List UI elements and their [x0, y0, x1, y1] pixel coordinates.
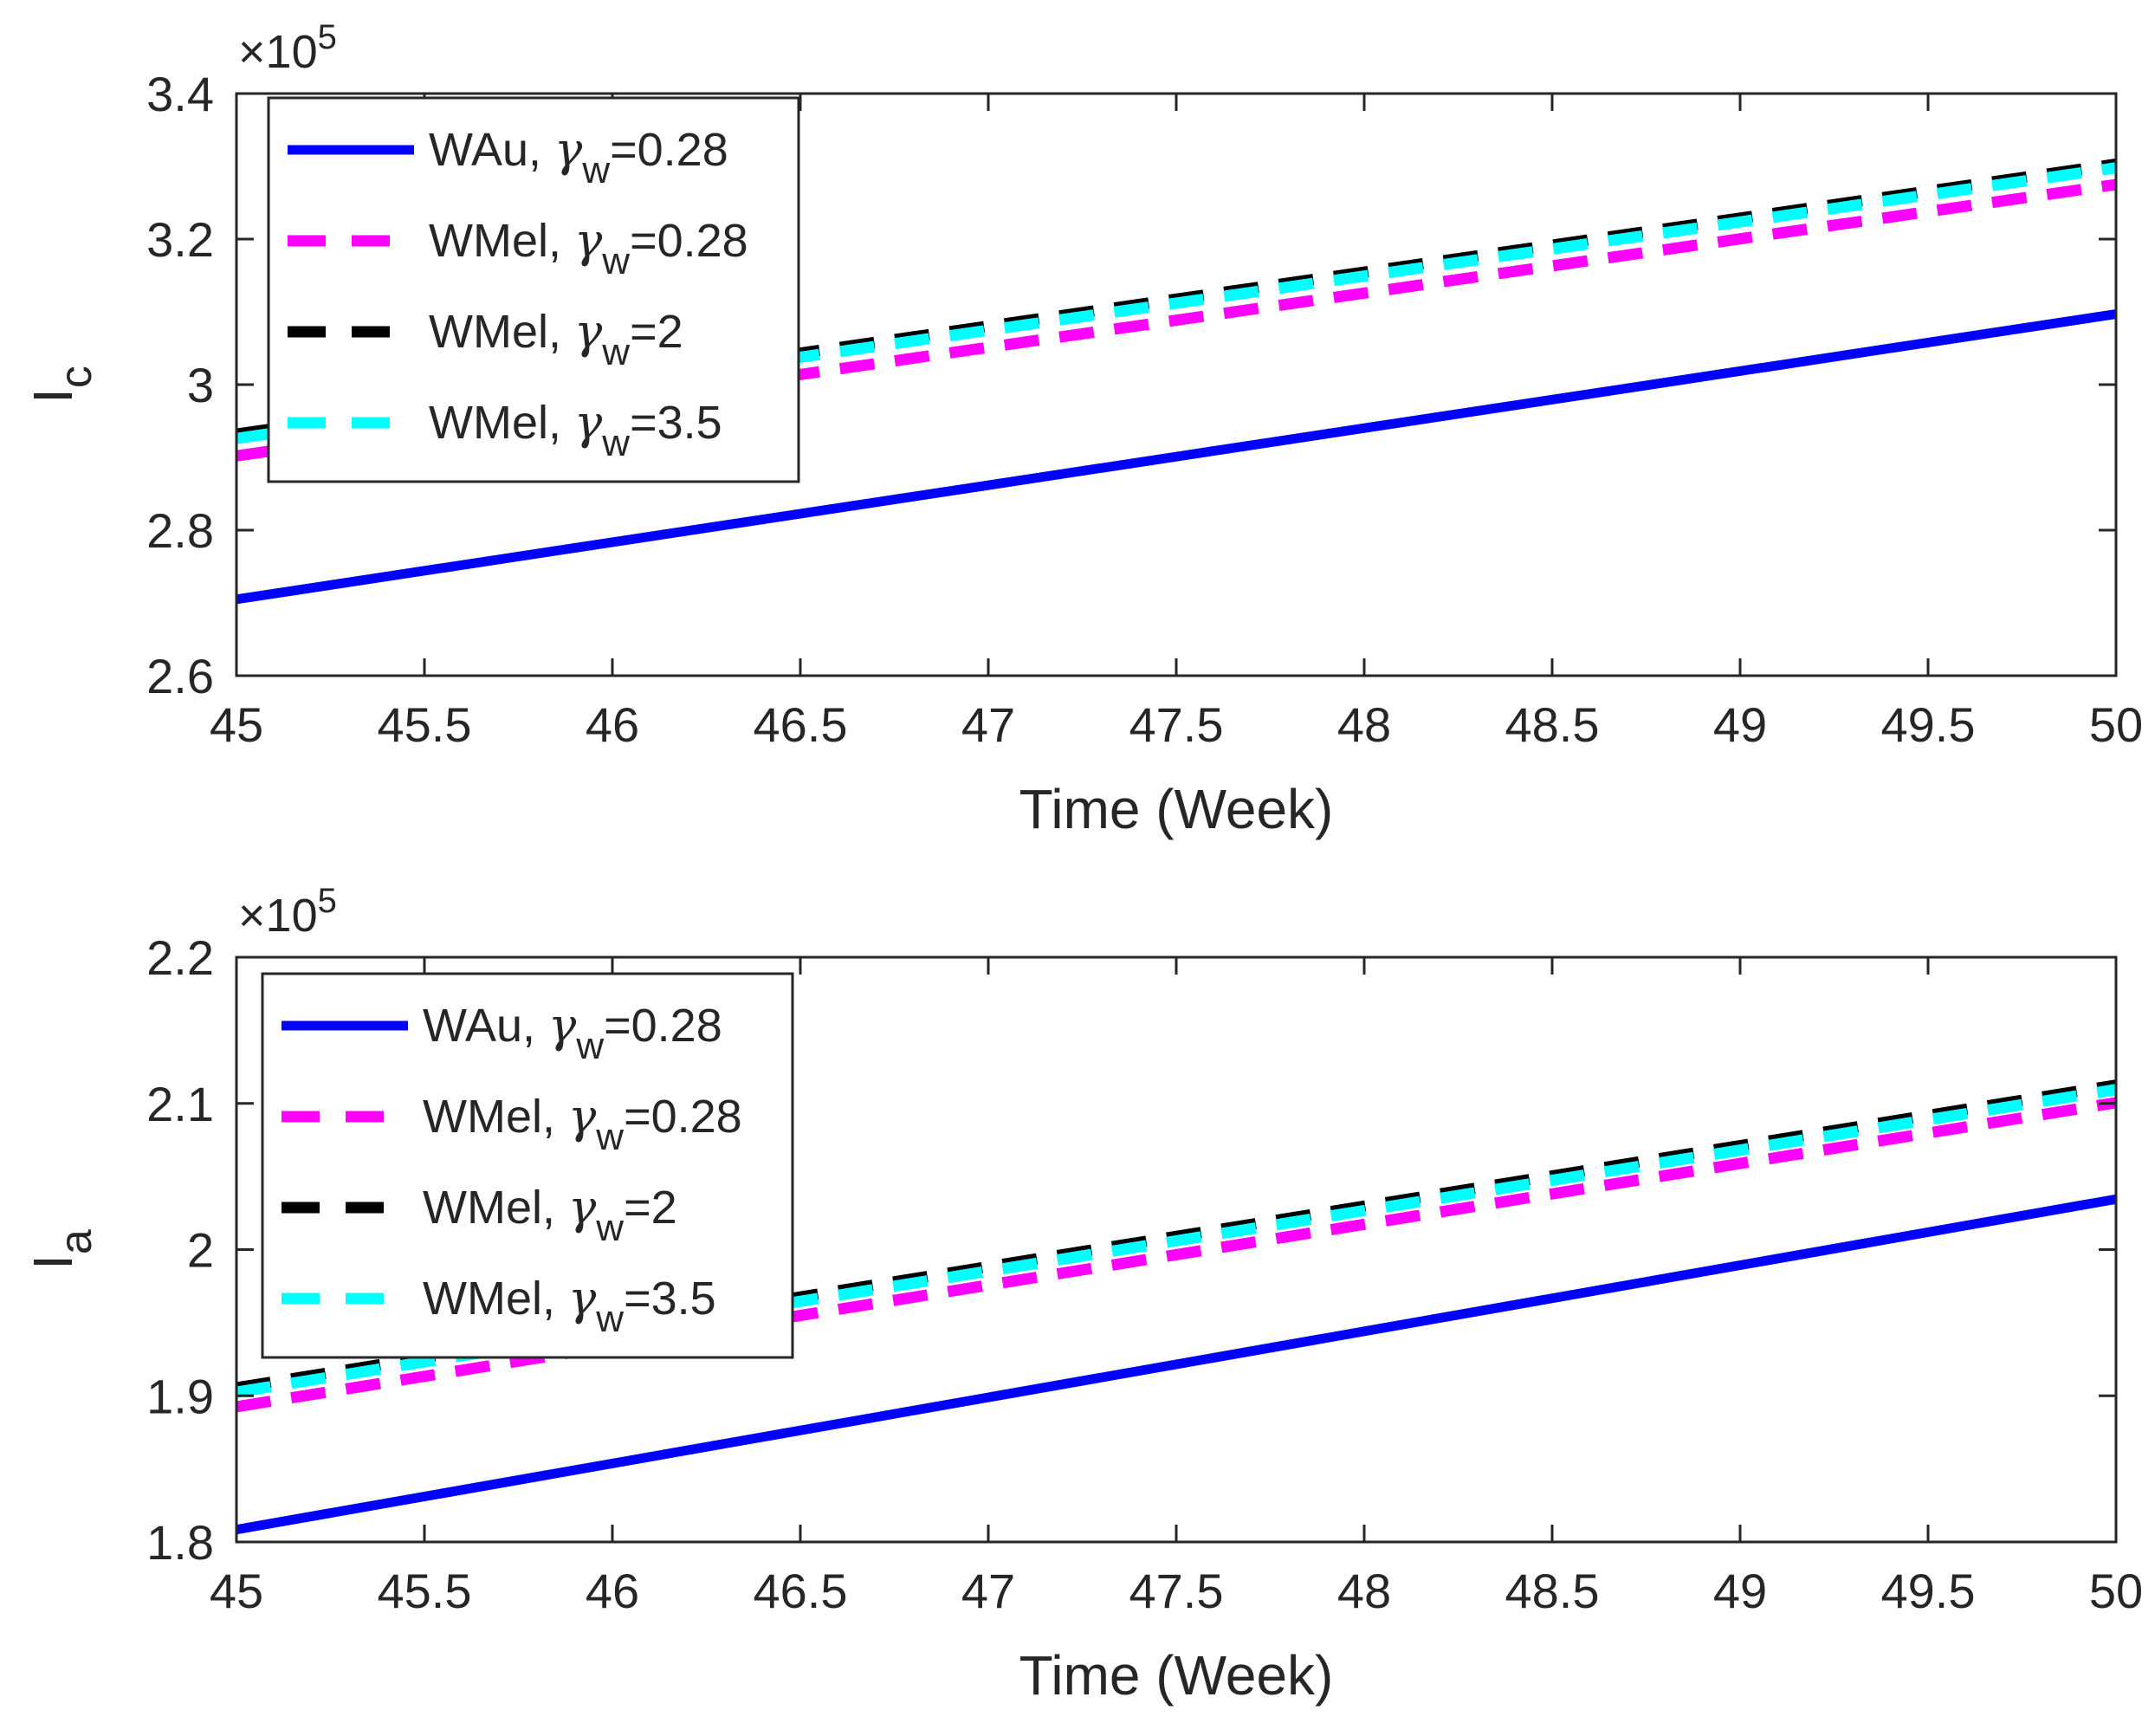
y-multiplier: ×105 [238, 882, 337, 942]
y-tick-label: 2.6 [146, 649, 214, 703]
chart-top: 45 45.5 46 46.5 47 47.5 48 48.5 49 49.5 50 2.6 2.8 3 3… [22, 18, 2143, 840]
series-line-1 [236, 309, 2116, 605]
chart-bottom: 45 45.5 46 46.5 47 47.5 48 48.5 49 49.5 50 1.8 1.9 2 2… [22, 882, 2143, 1707]
x-tick-label: 50 [2089, 1564, 2143, 1618]
x-tick-label: 45 [210, 697, 263, 752]
y-axis-title: Ic [22, 366, 101, 404]
x-tick-label: 45.5 [378, 1564, 472, 1618]
x-tick-label: 46.5 [754, 1564, 848, 1618]
x-tick-label: 50 [2089, 697, 2143, 752]
y-tick-label: 3 [187, 358, 214, 412]
series-group [236, 1079, 2116, 1535]
y-tick-label: 2.1 [146, 1077, 214, 1131]
x-tick-label: 49.5 [1881, 697, 1976, 752]
x-tick-label: 49 [1713, 697, 1767, 752]
y-tick-label: 1.8 [146, 1515, 214, 1570]
x-tick-label: 48.5 [1505, 1564, 1600, 1618]
x-tick-label: 47 [961, 697, 1015, 752]
x-tick-label: 46 [586, 697, 639, 752]
y-tick-label: 3.4 [146, 67, 214, 121]
legend: WAu, γw=0.28 WMel, γw=0.28 WMel, γw=2 WMel,… [267, 96, 800, 483]
y-tick-label: 2.2 [146, 930, 214, 985]
series-line-4 [236, 162, 2116, 444]
legend-label-1: WAu, γw=0.28 [429, 122, 728, 191]
series-line-1 [236, 1194, 2116, 1535]
x-tick-label: 47.5 [1129, 697, 1224, 752]
x-axis-title: Time (Week) [1019, 1644, 1334, 1707]
legend-label-4: WMel, γw=3.5 [429, 395, 722, 464]
x-axis-title: Time (Week) [1019, 778, 1334, 840]
x-tick-label: 49 [1713, 1564, 1767, 1618]
y-tick-label: 1.9 [146, 1369, 214, 1423]
legend-label-2: WMel, γw=0.28 [423, 1089, 742, 1158]
x-tick-label: 46.5 [754, 697, 848, 752]
y-tick-label: 3.2 [146, 212, 214, 267]
y-tick-label: 2 [187, 1223, 214, 1278]
x-tick-label: 48.5 [1505, 697, 1600, 752]
x-tick-label: 49.5 [1881, 1564, 1976, 1618]
x-tick-label: 45.5 [378, 697, 472, 752]
legend-label-4: WMel, γw=3.5 [423, 1271, 716, 1340]
y-multiplier: ×105 [238, 18, 337, 78]
legend: WAu, γw=0.28 WMel, γw=0.28 WMel, γw=2 WMel,… [261, 972, 794, 1359]
legend-label-1: WAu, γw=0.28 [423, 998, 722, 1067]
legend-label-3: WMel, γw=2 [423, 1180, 677, 1249]
x-tick-label: 48 [1337, 697, 1391, 752]
series-line-4 [236, 1084, 2116, 1398]
x-tick-label: 47.5 [1129, 1564, 1224, 1618]
x-tick-label: 48 [1337, 1564, 1391, 1618]
x-tick-label: 46 [586, 1564, 639, 1618]
y-tick-label: 2.8 [146, 503, 214, 558]
series-line-2 [236, 1097, 2116, 1413]
series-line-2 [236, 178, 2116, 462]
legend-label-3: WMel, γw=2 [429, 304, 683, 373]
y-axis-title: Ia [22, 1229, 101, 1270]
x-tick-label: 45 [210, 1564, 263, 1618]
series-group [236, 159, 2116, 605]
legend-label-2: WMel, γw=0.28 [429, 213, 748, 282]
x-tick-label: 47 [961, 1564, 1015, 1618]
